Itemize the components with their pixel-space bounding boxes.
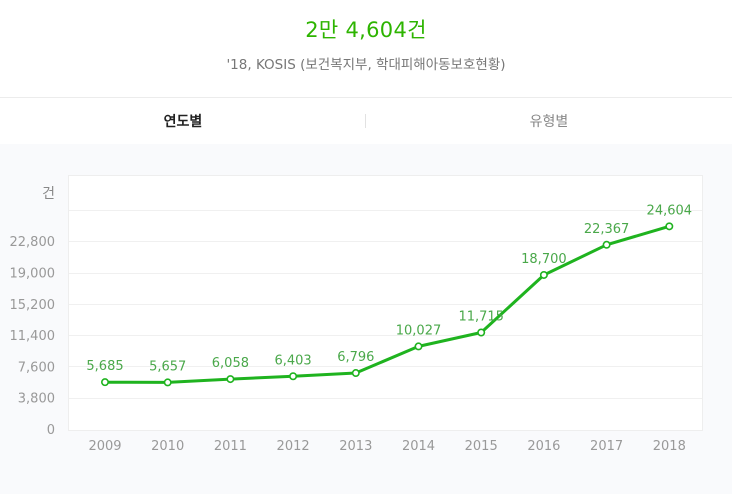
y-axis: 건 0 3,800 7,600 11,400 15,200 19,000 22,800: [10, 186, 56, 438]
series-line: [104, 224, 670, 384]
gridlines: [69, 210, 702, 399]
data-source: '18, KOSIS (보건복지부, 학대피해아동보호현황): [226, 57, 506, 73]
tab-divider: [365, 114, 366, 128]
data-point[interactable]: [289, 372, 298, 381]
y-axis-unit: 건: [42, 186, 55, 202]
y-tick-label: 11,400: [10, 329, 56, 344]
data-point[interactable]: [665, 222, 674, 231]
x-tick-label: 2017: [590, 439, 623, 454]
x-tick-label: 2018: [653, 439, 686, 454]
y-tick-label: 15,200: [10, 298, 56, 313]
data-label: 5,685: [86, 359, 123, 374]
plot-frame: [68, 175, 703, 431]
y-tick-label: 3,800: [18, 392, 55, 407]
y-tick-label: 22,800: [10, 235, 56, 250]
y-tick-label: 19,000: [10, 267, 56, 282]
x-axis: 2009 2010 2011 2012 2013 2014 2015 2016 2017 2018: [88, 439, 685, 454]
data-label: 24,604: [647, 203, 693, 218]
summary-header: 2만 4,604건 '18, KOSIS (보건복지부, 학대피해아동보호현황): [0, 0, 732, 97]
tab-by-year[interactable]: 연도별: [163, 114, 203, 130]
data-label: 6,796: [337, 350, 374, 365]
data-point[interactable]: [414, 342, 423, 351]
data-labels: 5,685 5,657 6,058 6,403 6,796 10,027 11,715 18,…: [86, 203, 692, 374]
headline-total: 2만 4,604건: [305, 18, 427, 42]
data-label: 6,403: [274, 353, 311, 368]
data-point[interactable]: [351, 369, 360, 378]
data-point[interactable]: [163, 378, 172, 387]
data-label: 18,700: [521, 252, 567, 267]
data-point[interactable]: [539, 270, 548, 279]
data-points: [101, 222, 674, 387]
x-tick-label: 2010: [151, 439, 184, 454]
data-label: 6,058: [212, 356, 249, 371]
data-point[interactable]: [101, 378, 110, 387]
y-tick-label: 7,600: [18, 360, 55, 375]
data-label: 22,367: [584, 222, 630, 237]
data-label: 10,027: [396, 323, 442, 338]
x-tick-label: 2016: [527, 439, 560, 454]
x-tick-label: 2009: [88, 439, 121, 454]
x-tick-label: 2013: [339, 439, 372, 454]
data-point[interactable]: [226, 375, 235, 384]
tab-by-type[interactable]: 유형별: [529, 114, 569, 130]
data-point[interactable]: [602, 240, 611, 249]
x-tick-label: 2015: [465, 439, 498, 454]
y-tick-label: 0: [47, 423, 55, 438]
data-point[interactable]: [477, 328, 486, 337]
data-label: 5,657: [149, 359, 186, 374]
x-tick-label: 2014: [402, 439, 435, 454]
x-tick-label: 2011: [214, 439, 247, 454]
x-tick-label: 2012: [277, 439, 310, 454]
data-label: 11,715: [458, 310, 504, 325]
